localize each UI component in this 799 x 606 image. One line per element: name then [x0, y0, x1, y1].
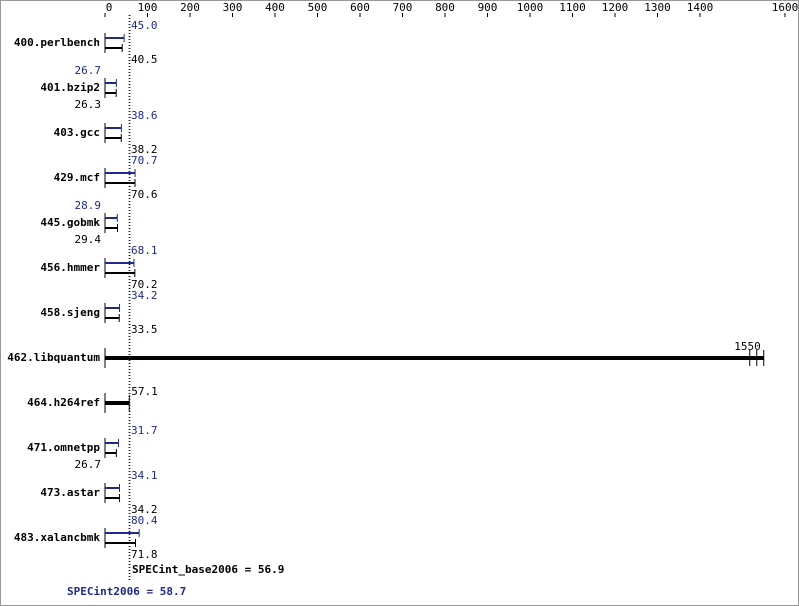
value-label: 33.5	[131, 323, 158, 336]
value-label: 28.9	[75, 199, 102, 212]
benchmark-name: 403.gcc	[54, 126, 100, 139]
x-tick-label: 700	[393, 1, 413, 14]
value-label: 40.5	[131, 53, 158, 66]
benchmark-name: 471.omnetpp	[27, 441, 100, 454]
value-label: 71.8	[131, 548, 158, 561]
x-tick-label: 600	[350, 1, 370, 14]
x-tick-label: 500	[308, 1, 328, 14]
benchmark-name: 400.perlbench	[14, 36, 100, 49]
base-score: SPECint_base2006 = 56.9	[132, 563, 284, 576]
peak-score: SPECint2006 = 58.7	[67, 585, 186, 598]
value-label: 26.7	[75, 64, 102, 77]
value-label: 38.6	[131, 109, 158, 122]
value-label: 70.2	[131, 278, 158, 291]
value-label: 70.6	[131, 188, 158, 201]
value-label: 26.7	[75, 458, 102, 471]
x-tick-label: 1400	[687, 1, 714, 14]
benchmark-name: 445.gobmk	[40, 216, 100, 229]
x-tick-label: 100	[138, 1, 158, 14]
value-label: 70.7	[131, 154, 158, 167]
x-tick-label: 300	[223, 1, 243, 14]
benchmark-name: 473.astar	[40, 486, 100, 499]
x-tick-label: 400	[265, 1, 285, 14]
value-label: 34.1	[131, 469, 158, 482]
value-label: 34.2	[131, 289, 158, 302]
benchmark-name: 464.h264ref	[27, 396, 100, 409]
benchmark-name: 458.sjeng	[40, 306, 100, 319]
benchmark-name: 456.hmmer	[40, 261, 100, 274]
value-label: 68.1	[131, 244, 158, 257]
x-tick-label: 900	[478, 1, 498, 14]
x-tick-label: 200	[180, 1, 200, 14]
value-label: 80.4	[131, 514, 158, 527]
x-tick-label: 0	[106, 1, 113, 14]
value-label: 38.2	[131, 143, 158, 156]
value-label: 34.2	[131, 503, 158, 516]
value-label: 1550	[734, 340, 761, 353]
x-tick-label: 1100	[559, 1, 586, 14]
x-tick-label: 1300	[644, 1, 671, 14]
benchmark-name: 429.mcf	[54, 171, 100, 184]
value-label: 45.0	[131, 19, 158, 32]
x-tick-label: 1600	[772, 1, 799, 14]
value-label: 57.1	[131, 385, 158, 398]
x-tick-label: 1000	[517, 1, 544, 14]
x-tick-label: 1200	[602, 1, 629, 14]
value-label: 26.3	[75, 98, 102, 111]
benchmark-name: 483.xalancbmk	[14, 531, 100, 544]
x-tick-label: 800	[435, 1, 455, 14]
value-label: 29.4	[75, 233, 102, 246]
benchmark-name: 401.bzip2	[40, 81, 100, 94]
value-label: 31.7	[131, 424, 158, 437]
benchmark-name: 462.libquantum	[7, 351, 100, 364]
